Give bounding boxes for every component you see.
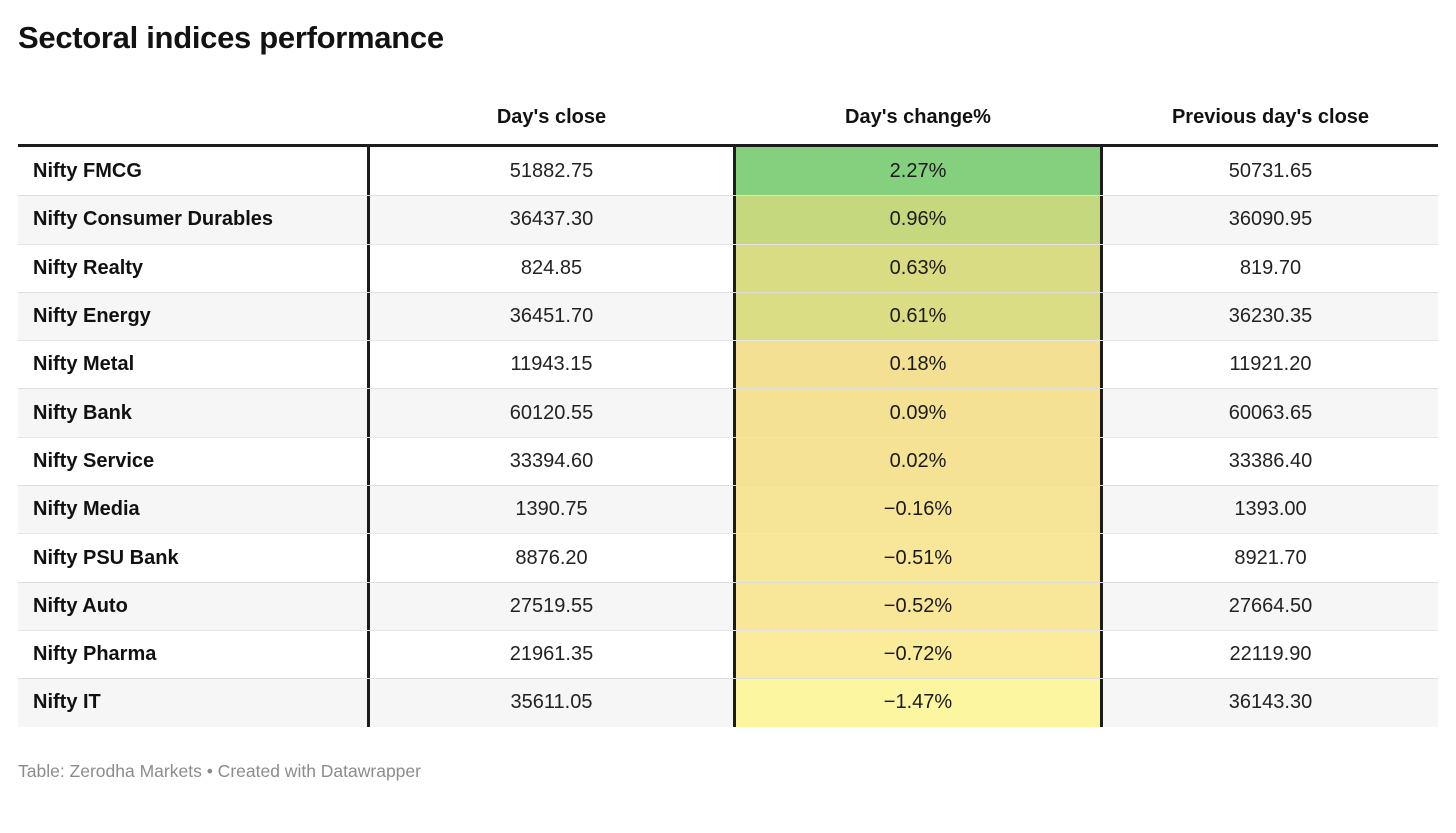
page-title: Sectoral indices performance: [18, 20, 444, 55]
cell-close: 33394.60: [509, 449, 594, 472]
cell-prev-close: 8921.70: [1234, 546, 1307, 569]
row-label: Nifty Metal: [18, 341, 370, 389]
cell-prev-close: 27664.50: [1228, 594, 1313, 617]
table-row: Nifty Media 1390.75 −0.16% 1393.00: [18, 485, 1438, 534]
table-row: Nifty Energy 36451.70 0.61% 36230.35: [18, 291, 1438, 341]
sectoral-indices-table: Nifty FMCG 51882.75 2.27% 50731.65 Nifty…: [18, 144, 1438, 727]
cell-prev-close: 36090.95: [1228, 208, 1313, 231]
table-row: Nifty Bank 60120.55 0.09% 60063.65: [18, 388, 1438, 437]
cell-close: 51882.75: [509, 159, 594, 182]
cell-close: 1390.75: [515, 498, 588, 521]
row-label: Nifty Auto: [18, 582, 370, 630]
cell-close: 35611.05: [510, 691, 593, 714]
row-label: Nifty Media: [18, 486, 370, 534]
row-label: Nifty Realty: [18, 244, 370, 292]
cell-change: 0.09%: [733, 389, 1103, 437]
cell-prev-close: 33386.40: [1228, 449, 1313, 472]
table-row: Nifty IT 35611.05 −1.47% 36143.30: [18, 678, 1438, 727]
row-label: Nifty IT: [18, 679, 370, 727]
cell-close: 824.85: [520, 256, 583, 279]
cell-change: −1.47%: [733, 679, 1103, 727]
cell-change: 0.18%: [733, 341, 1103, 389]
row-label: Nifty Bank: [18, 389, 370, 437]
cell-close: 8876.20: [515, 546, 588, 569]
table-row: Nifty Auto 27519.55 −0.52% 27664.50: [18, 581, 1438, 630]
cell-prev-close: 36143.30: [1228, 691, 1313, 714]
cell-change: 0.63%: [733, 244, 1103, 292]
column-header-previous-close[interactable]: Previous day's close: [1171, 106, 1370, 128]
cell-prev-close: 1393.00: [1234, 498, 1307, 521]
cell-prev-close: 50731.65: [1228, 159, 1313, 182]
column-header-days-close[interactable]: Day's close: [496, 106, 607, 128]
cell-change: −0.52%: [733, 582, 1103, 630]
row-label: Nifty Energy: [18, 292, 370, 341]
cell-change: −0.16%: [733, 486, 1103, 534]
cell-prev-close: 11921.20: [1229, 353, 1312, 376]
cell-change: −0.72%: [733, 630, 1103, 679]
page: Sectoral indices performance Day's close…: [0, 20, 1456, 782]
table-footer: Table: Zerodha Markets • Created with Da…: [18, 760, 421, 781]
cell-change: 0.61%: [733, 292, 1103, 341]
cell-close: 27519.55: [509, 594, 594, 617]
cell-change: 0.02%: [733, 437, 1103, 486]
cell-prev-close: 60063.65: [1228, 401, 1313, 424]
row-label: Nifty Pharma: [18, 630, 370, 679]
cell-prev-close: 36230.35: [1228, 305, 1313, 328]
row-label: Nifty FMCG: [18, 147, 370, 196]
table-row: Nifty Pharma 21961.35 −0.72% 22119.90: [18, 629, 1438, 679]
table-row: Nifty Service 33394.60 0.02% 33386.40: [18, 436, 1438, 486]
cell-close: 60120.55: [509, 401, 594, 424]
row-label: Nifty PSU Bank: [18, 534, 370, 582]
table-row: Nifty FMCG 51882.75 2.27% 50731.65: [18, 147, 1438, 196]
cell-close: 21961.35: [509, 643, 594, 666]
cell-change: 2.27%: [733, 147, 1103, 196]
cell-prev-close: 819.70: [1239, 256, 1302, 279]
table-row: Nifty PSU Bank 8876.20 −0.51% 8921.70: [18, 533, 1438, 582]
cell-prev-close: 22119.90: [1229, 643, 1312, 666]
cell-close: 36451.70: [509, 305, 594, 328]
table-row: Nifty Realty 824.85 0.63% 819.70: [18, 243, 1438, 292]
cell-close: 36437.30: [509, 208, 594, 231]
cell-close: 11943.15: [510, 353, 593, 376]
column-header-days-change[interactable]: Day's change%: [845, 106, 991, 128]
table-row: Nifty Metal 11943.15 0.18% 11921.20: [18, 340, 1438, 389]
row-label: Nifty Consumer Durables: [18, 196, 370, 244]
table-row: Nifty Consumer Durables 36437.30 0.96% 3…: [18, 195, 1438, 244]
row-label: Nifty Service: [18, 437, 370, 486]
cell-change: 0.96%: [733, 196, 1103, 244]
table-header-row: Day's close Day's change% Previous day's…: [18, 106, 1438, 144]
cell-change: −0.51%: [733, 534, 1103, 582]
